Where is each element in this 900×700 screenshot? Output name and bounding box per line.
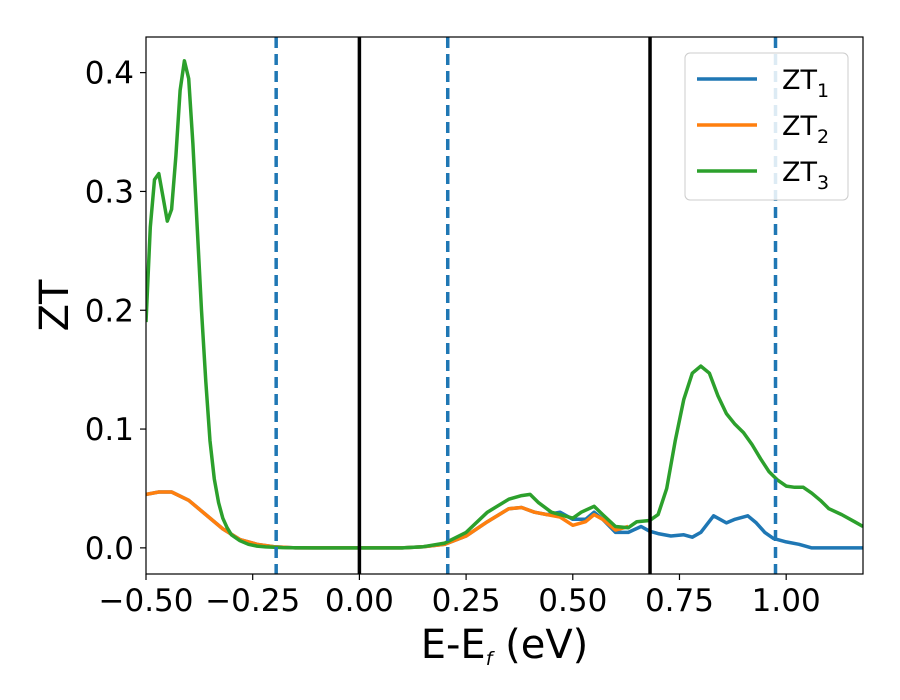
x-tick-label: −0.25: [205, 583, 300, 619]
y-axis: 0.0 0.1 0.2 0.3 0.4: [85, 56, 146, 567]
series-layer: [146, 59, 863, 550]
x-axis-label-unit: (eV): [492, 622, 588, 668]
x-tick-label: 0.00: [325, 583, 394, 619]
x-axis-label: E-Ef (eV): [421, 622, 589, 670]
y-tick-label: 0.3: [85, 174, 134, 210]
y-tick-label: 0.4: [85, 56, 134, 92]
x-tick-label: 0.50: [538, 583, 607, 619]
x-tick-label: 1.00: [752, 583, 821, 619]
legend-label-zt2: ZT2: [782, 111, 829, 148]
legend-box: [684, 52, 849, 201]
axes-frame: [145, 36, 864, 575]
x-axis-label-subscript: f: [486, 648, 496, 670]
x-axis-label-main: E-E: [421, 622, 486, 668]
y-tick-label: 0.0: [85, 531, 134, 567]
y-axis-label: ZT: [32, 279, 78, 331]
x-tick-label: 0.75: [645, 583, 714, 619]
x-tick-label: 0.25: [432, 583, 501, 619]
x-axis: −0.50 −0.25 0.00 0.25 0.50 0.75 1.00: [99, 574, 821, 619]
legend: ZT1 ZT2 ZT3: [684, 52, 849, 201]
legend-label-zt3: ZT3: [782, 157, 829, 194]
y-tick-label: 0.2: [85, 293, 134, 329]
series-line-zt3: [146, 59, 863, 550]
x-tick-label: −0.50: [99, 583, 194, 619]
legend-label-zt1: ZT1: [782, 65, 829, 102]
y-tick-label: 0.1: [85, 412, 134, 448]
